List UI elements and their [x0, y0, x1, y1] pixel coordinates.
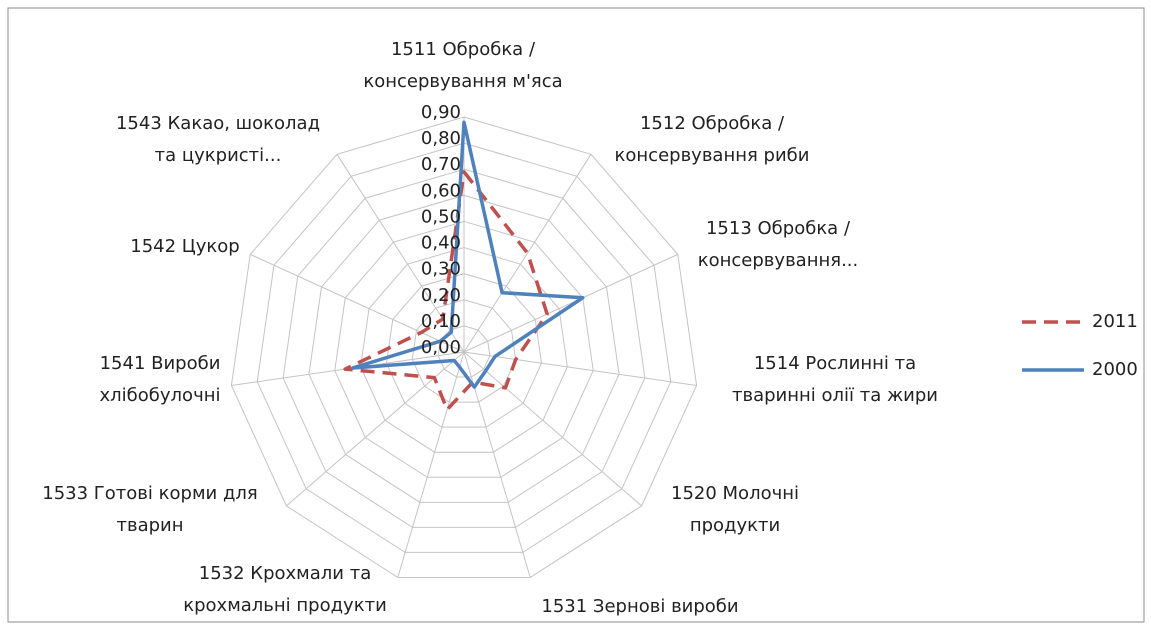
spoke	[463, 351, 642, 507]
category-label: 1514 Рослинні та тваринні олії та жири	[731, 353, 939, 406]
series-line	[351, 120, 585, 389]
grid-ring	[385, 273, 543, 428]
legend-label: 2011	[1092, 311, 1138, 332]
grid-ring	[230, 116, 698, 578]
spoke	[463, 154, 592, 353]
y-tick-label: 0,70	[421, 154, 461, 175]
y-tick-label: 0,10	[421, 311, 461, 332]
y-tick-label: 0,40	[421, 233, 461, 254]
grid-ring	[360, 247, 568, 453]
category-label: 1512 Обробка / консервування риби	[614, 113, 810, 166]
y-tick-label: 0,20	[421, 285, 461, 306]
category-label: 1533 Готові корми для тварин	[42, 483, 258, 536]
y-tick-label: 0,60	[421, 180, 461, 201]
category-label: 1531 Зернові вироби	[541, 596, 739, 617]
spoke	[397, 351, 465, 578]
grid-ring	[308, 194, 620, 503]
spoke	[463, 253, 678, 353]
y-tick-label: 0,50	[421, 206, 461, 227]
category-label: 1542 Цукор	[130, 236, 240, 257]
y-tick-label: 0,30	[421, 259, 461, 280]
grid-ring	[282, 168, 646, 528]
legend-label: 2000	[1092, 359, 1138, 380]
category-label: 1513 Обробка / консервування...	[697, 218, 859, 271]
spoke	[463, 351, 531, 578]
grid-ring	[334, 220, 594, 478]
spoke	[250, 253, 465, 353]
frame	[7, 7, 1145, 623]
y-tick-label: 0,90	[421, 102, 461, 123]
category-label: 1543 Какао, шоколад та цукристі...	[115, 113, 321, 166]
spoke	[463, 351, 697, 386]
series-line	[343, 170, 549, 412]
y-tick-label: 0,80	[421, 128, 461, 149]
y-tick-label: 0,00	[421, 337, 461, 358]
grid-ring	[411, 299, 517, 403]
category-label: 1532 Крохмали та крохмальні продукти	[183, 563, 387, 616]
category-label: 1520 Молочні продукти	[671, 483, 799, 536]
grid-ring	[256, 142, 672, 553]
category-label: 1541 Вироби хлібобулочні	[99, 353, 221, 406]
category-label: 1511 Обробка / консервування м'яса	[363, 39, 563, 92]
